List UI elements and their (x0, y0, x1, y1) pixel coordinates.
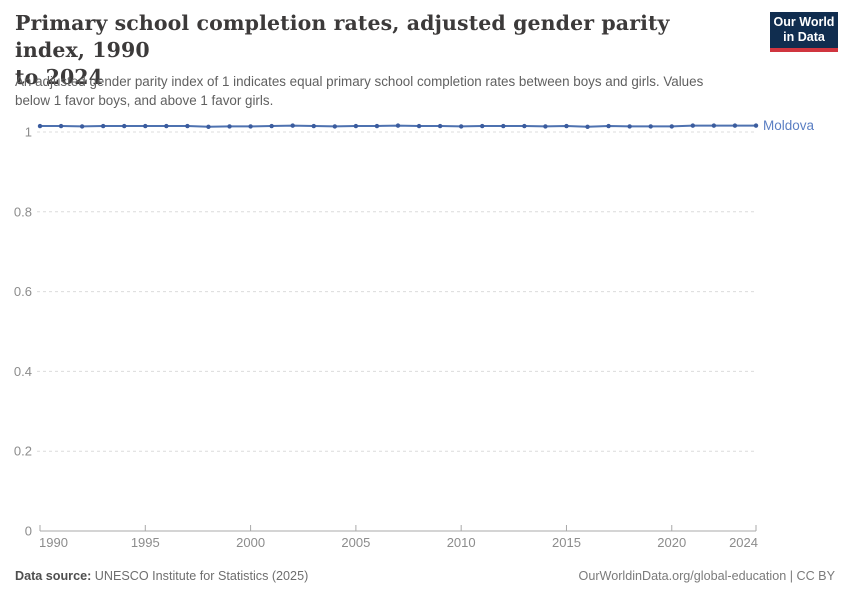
data-point-2023[interactable] (732, 123, 738, 128)
data-point-2017[interactable] (606, 123, 611, 129)
data-point-2024[interactable] (753, 123, 759, 128)
x-tick-label-1990: 1990 (39, 535, 68, 550)
x-tick-label-2024: 2024 (729, 535, 758, 550)
x-tick-label-2000: 2000 (236, 535, 265, 550)
page-title-line2: to 2024 (15, 65, 104, 89)
data-point-1999[interactable] (227, 124, 232, 129)
x-tick-label-1995: 1995 (131, 535, 160, 550)
data-source: Data source: UNESCO Institute for Statis… (15, 568, 308, 584)
data-point-2003[interactable] (311, 123, 316, 129)
y-tick-label-0.8: 0.8 (14, 204, 32, 219)
chart-subtitle: An adjusted gender parity index of 1 ind… (15, 72, 703, 110)
data-point-2019[interactable] (648, 124, 653, 129)
data-point-2014[interactable] (543, 124, 548, 129)
x-tick-label-2015: 2015 (552, 535, 581, 550)
data-point-2020[interactable] (669, 124, 674, 129)
owid-logo-line1: Our World (773, 15, 835, 29)
owid-logo-line2: in Data (783, 30, 825, 44)
owid-logo[interactable]: Our World in Data (770, 12, 838, 52)
data-point-2007[interactable] (395, 123, 401, 128)
attribution-link[interactable]: OurWorldinData.org/global-education | CC… (578, 569, 835, 583)
data-point-2006[interactable] (374, 123, 380, 129)
chart-subtitle-line2: below 1 favor boys, and above 1 favor gi… (15, 93, 274, 108)
data-source-label: Data source: (15, 569, 92, 583)
data-point-1991[interactable] (58, 123, 64, 129)
data-point-1998[interactable] (206, 124, 211, 130)
line-chart-canvas[interactable]: 0 0.2 0.4 0.6 0.8 1 1990 1995 2000 2005 2010 2015 20… (0, 100, 850, 570)
x-tick-label-2005: 2005 (341, 535, 370, 550)
data-point-2013[interactable] (522, 123, 527, 129)
data-point-2002[interactable] (290, 123, 295, 128)
data-source-value: UNESCO Institute for Statistics (2025) (94, 569, 309, 583)
data-point-2011[interactable] (480, 123, 485, 129)
entity-label-moldova[interactable]: Moldova (763, 118, 815, 133)
y-tick-label-0.2: 0.2 (14, 444, 32, 459)
data-point-1994[interactable] (122, 123, 127, 129)
x-tick-label-2010: 2010 (447, 535, 476, 550)
data-point-2001[interactable] (269, 123, 274, 129)
data-point-2021[interactable] (690, 123, 696, 128)
x-tick-label-2020: 2020 (657, 535, 686, 550)
data-point-2022[interactable] (711, 123, 717, 128)
data-point-2012[interactable] (501, 123, 506, 129)
y-tick-label-0.4: 0.4 (14, 364, 32, 379)
data-point-2005[interactable] (353, 123, 359, 129)
data-point-2000[interactable] (248, 124, 253, 129)
page-title-line1: Primary school completion rates, adjuste… (15, 11, 670, 62)
data-point-1990[interactable] (37, 123, 43, 129)
page-title: Primary school completion rates, adjuste… (15, 10, 745, 91)
data-point-1996[interactable] (164, 123, 169, 129)
data-point-1997[interactable] (185, 123, 190, 129)
data-point-1993[interactable] (100, 123, 106, 129)
data-point-1995[interactable] (143, 123, 148, 129)
data-point-2016[interactable] (585, 124, 590, 130)
data-point-2018[interactable] (627, 124, 632, 129)
data-point-2009[interactable] (437, 123, 443, 129)
data-point-1992[interactable] (79, 124, 85, 129)
y-tick-label-0.6: 0.6 (14, 284, 32, 299)
y-tick-label-0: 0 (25, 524, 32, 539)
data-point-2008[interactable] (416, 123, 422, 129)
chart-area: 0 0.2 0.4 0.6 0.8 1 1990 1995 2000 2005 2010 2015 20… (0, 100, 850, 570)
chart-subtitle-line1: An adjusted gender parity index of 1 ind… (15, 74, 704, 89)
data-point-2004[interactable] (332, 124, 338, 129)
chart-footer: Data source: UNESCO Institute for Statis… (15, 568, 835, 584)
data-point-2010[interactable] (458, 124, 464, 129)
data-point-2015[interactable] (564, 123, 569, 129)
y-tick-label-1: 1 (25, 125, 32, 140)
